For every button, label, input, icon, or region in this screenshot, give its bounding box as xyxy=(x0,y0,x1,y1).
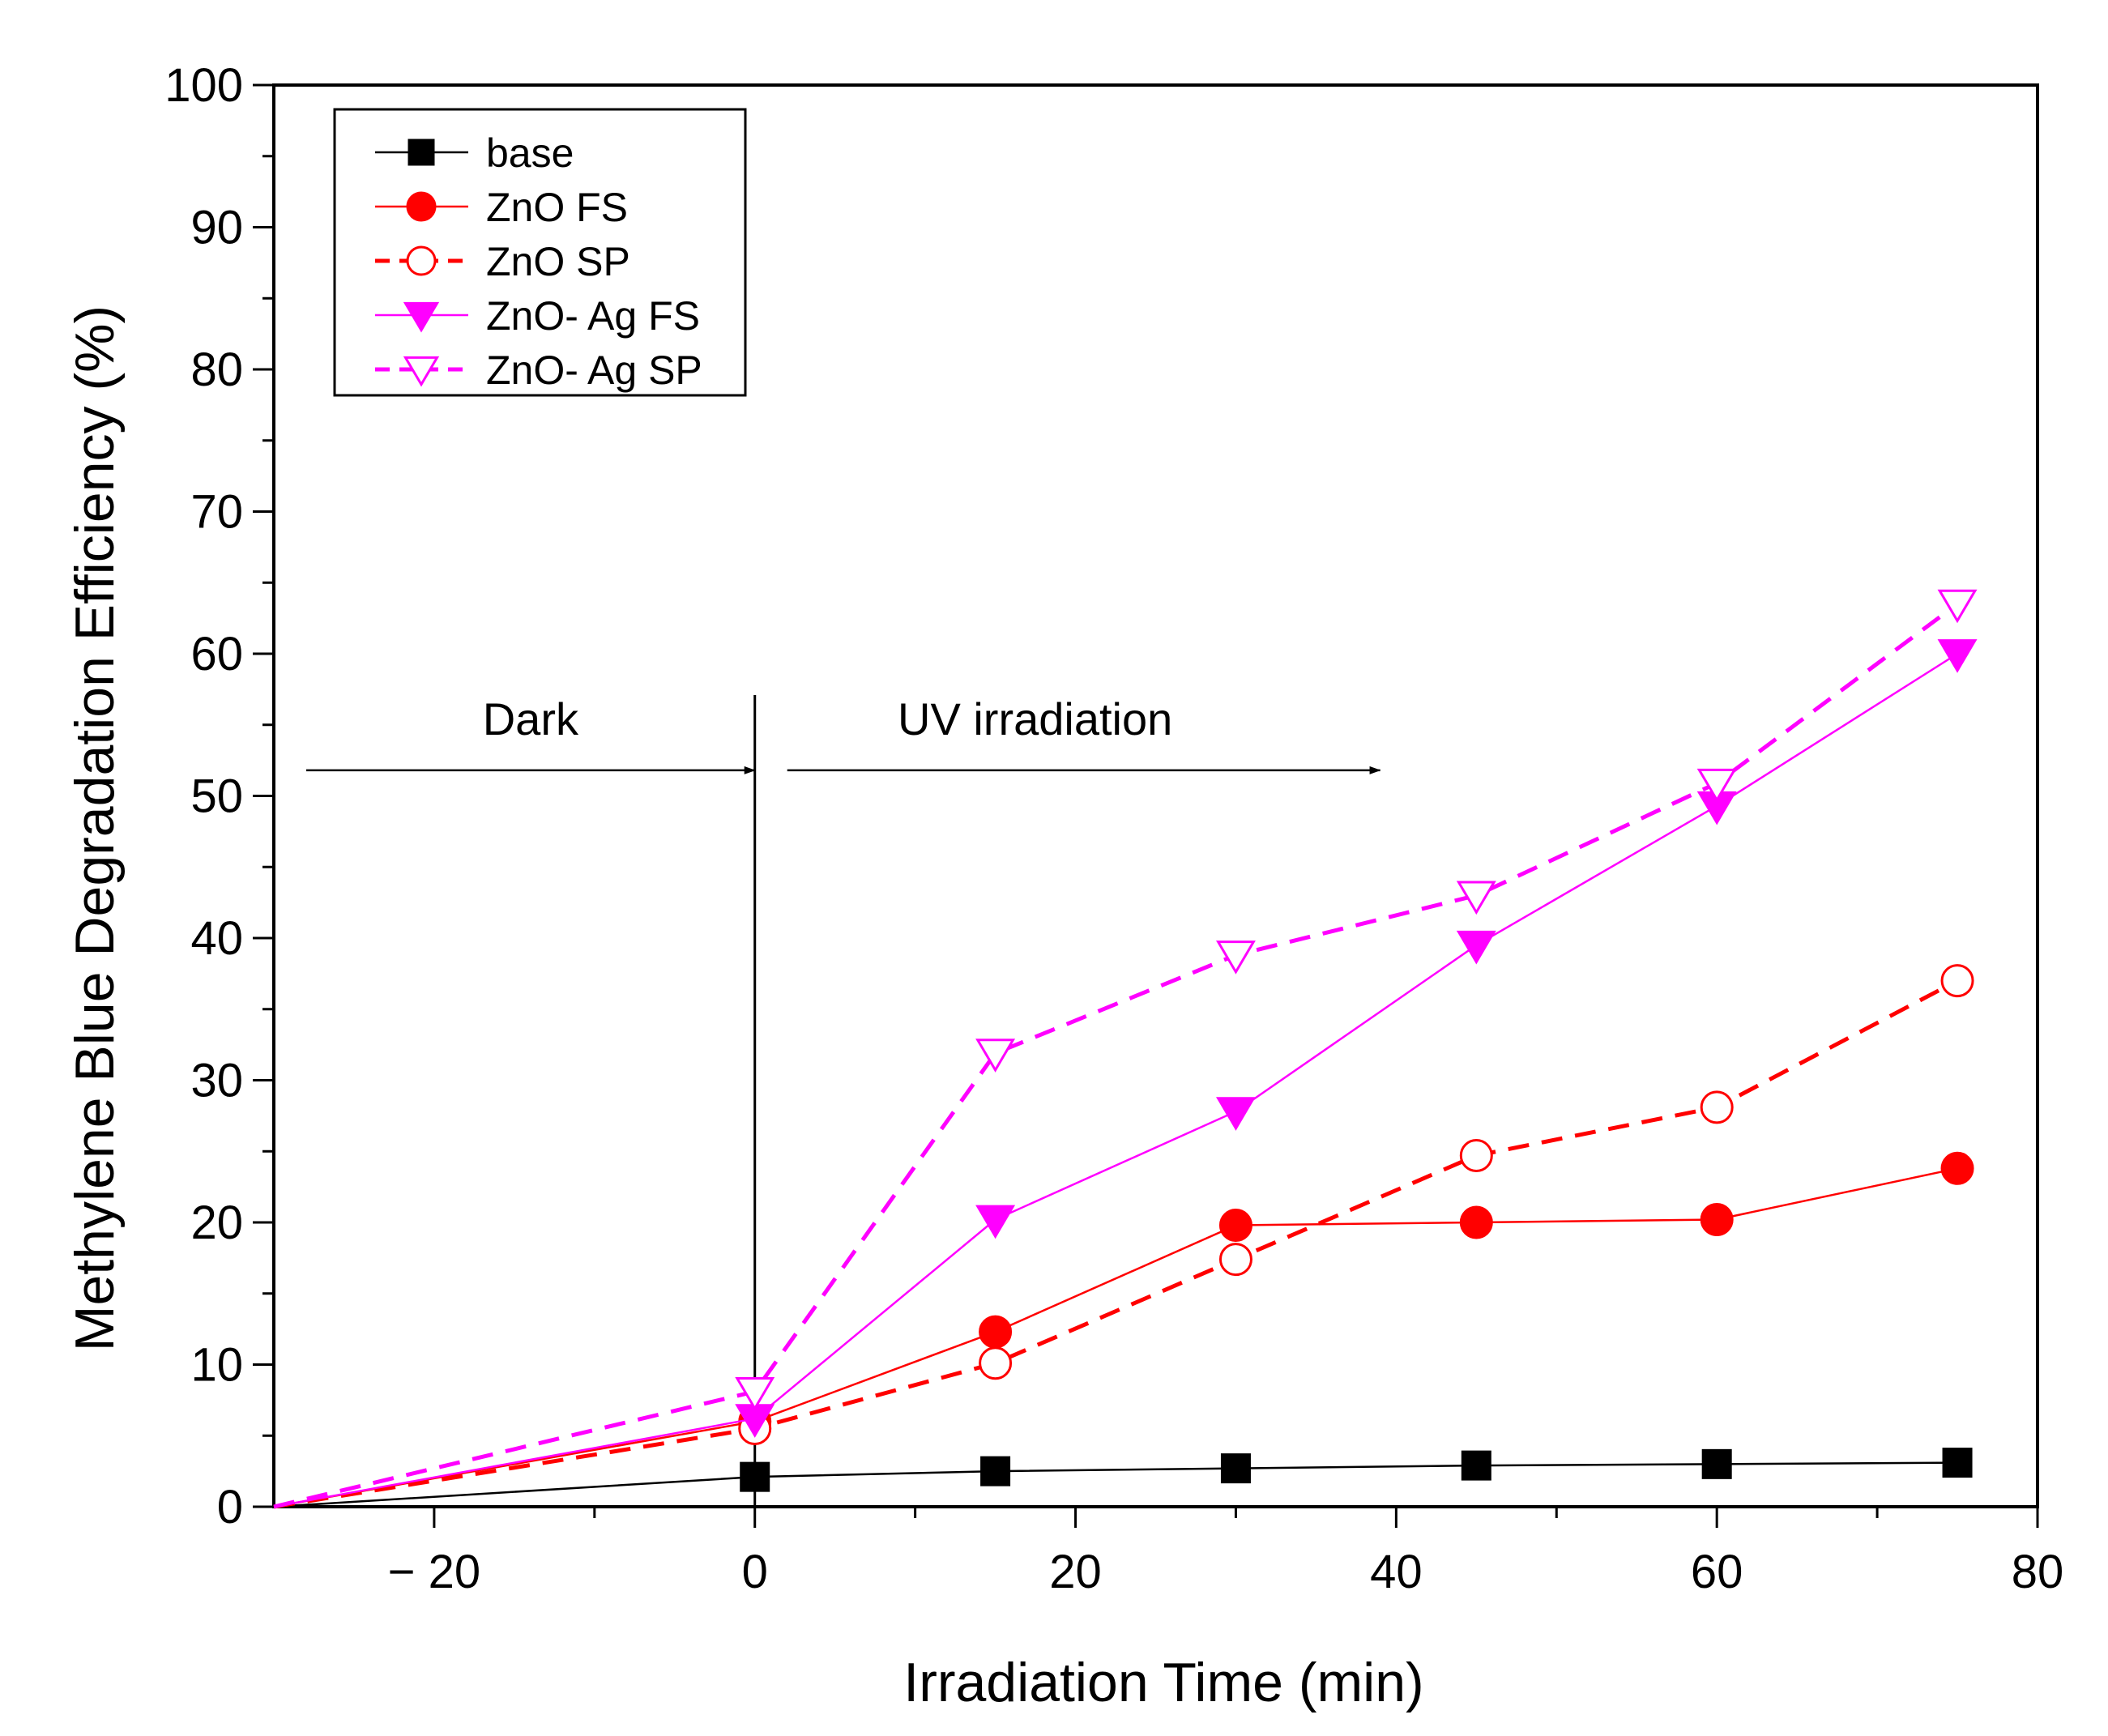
x-tick-label: 40 xyxy=(1370,1546,1423,1598)
data-point xyxy=(975,1205,1016,1239)
y-tick-label: 40 xyxy=(190,912,243,965)
y-tick-label: 50 xyxy=(190,770,243,823)
y-tick-label: 100 xyxy=(164,59,243,112)
legend: base ZnO FS ZnO SP ZnO- Ag FS ZnO- Ag SP xyxy=(333,108,747,397)
data-point xyxy=(1218,1209,1252,1243)
y-tick-label: 90 xyxy=(190,202,243,254)
y-tick-label: 10 xyxy=(190,1339,243,1392)
data-point xyxy=(979,1346,1013,1380)
data-point xyxy=(1459,1139,1493,1173)
data-point xyxy=(740,1461,770,1492)
legend-item: ZnO- Ag FS xyxy=(375,293,700,339)
y-tick-label: 20 xyxy=(190,1196,243,1249)
data-point xyxy=(1456,881,1496,915)
y-tick-label: 70 xyxy=(190,486,243,539)
data-point xyxy=(980,1456,1011,1486)
data-point xyxy=(1700,1090,1734,1124)
data-point xyxy=(975,1039,1016,1073)
series-line xyxy=(273,979,1959,1509)
annotation-label: Dark xyxy=(483,693,579,744)
x-tick-label: 20 xyxy=(1049,1546,1102,1598)
legend-item: base xyxy=(375,130,574,176)
legend-box xyxy=(333,108,747,397)
data-point xyxy=(1937,639,1978,673)
data-point xyxy=(1942,1448,1973,1478)
y-tick-label: 80 xyxy=(190,343,243,396)
annotation-label: UV irradiation xyxy=(898,693,1172,744)
data-point xyxy=(408,139,435,166)
data-point xyxy=(403,301,440,333)
legend-label: base xyxy=(486,130,574,176)
data-point xyxy=(406,245,437,276)
data-point xyxy=(1696,768,1737,803)
legend-item: ZnO SP xyxy=(375,239,630,284)
x-tick-label: 60 xyxy=(1691,1546,1743,1598)
data-point xyxy=(1940,964,1974,998)
data-point xyxy=(1700,1202,1734,1236)
data-point xyxy=(1220,1453,1251,1484)
x-tick-label: − 20 xyxy=(388,1546,481,1598)
series-base xyxy=(273,1448,1973,1508)
data-point xyxy=(1456,930,1496,965)
legend-item: ZnO- Ag SP xyxy=(375,348,702,393)
x-tick-label: 0 xyxy=(742,1546,768,1598)
y-tick-label: 0 xyxy=(217,1481,243,1533)
series-zno-ag-sp xyxy=(273,589,1978,1509)
data-point xyxy=(1937,589,1978,624)
y-axis-title: Methylene Blue Degradation Efficiency (%… xyxy=(64,305,126,1351)
data-point xyxy=(735,1376,775,1411)
legend-item: ZnO FS xyxy=(375,185,628,230)
data-point xyxy=(1940,1151,1974,1185)
legend-label: ZnO SP xyxy=(486,239,630,284)
data-point xyxy=(406,191,437,222)
data-point xyxy=(403,356,440,387)
x-axis-title: Irradiation Time (min) xyxy=(903,1652,1423,1713)
data-point xyxy=(1215,1097,1256,1131)
legend-label: ZnO FS xyxy=(486,185,628,230)
series-zno-ag-fs xyxy=(273,639,1978,1508)
data-point xyxy=(1461,1450,1491,1481)
y-tick-label: 30 xyxy=(190,1055,243,1107)
data-point xyxy=(1218,1243,1252,1277)
x-tick-label: 80 xyxy=(2012,1546,2064,1598)
data-point xyxy=(979,1315,1013,1349)
data-point xyxy=(1701,1448,1732,1479)
y-tick-label: 60 xyxy=(190,628,243,680)
legend-label: ZnO- Ag FS xyxy=(486,293,700,339)
data-point xyxy=(1215,941,1256,975)
legend-label: ZnO- Ag SP xyxy=(486,348,702,393)
data-point xyxy=(1459,1205,1493,1239)
